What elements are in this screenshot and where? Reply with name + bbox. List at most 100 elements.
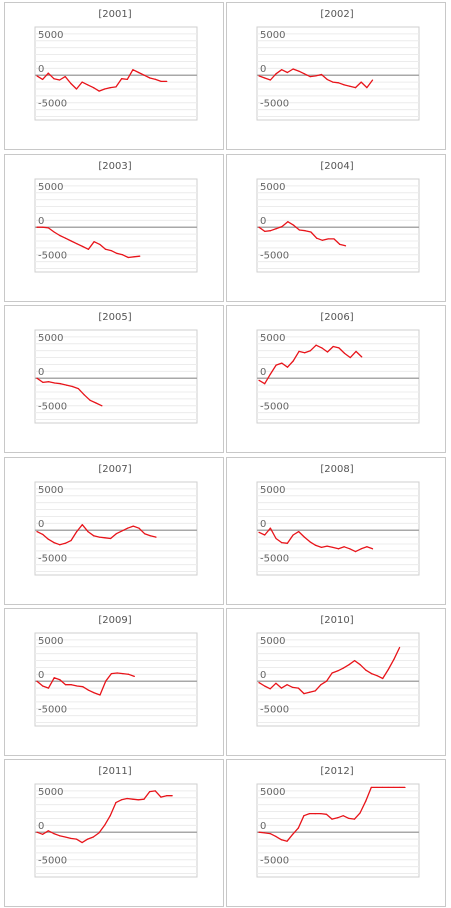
y-tick-label: 5000: [38, 30, 63, 41]
data-point: [310, 231, 312, 233]
data-point: [281, 362, 283, 364]
data-point: [87, 84, 89, 86]
data-point: [269, 373, 272, 375]
data-point: [321, 239, 324, 241]
data-point: [128, 673, 130, 675]
data-point: [264, 832, 266, 834]
data-point: [171, 795, 173, 797]
y-tick-label: 5000: [260, 333, 285, 344]
data-point: [132, 69, 134, 71]
data-point: [98, 90, 100, 92]
data-point: [75, 838, 78, 840]
data-point: [64, 836, 66, 838]
data-point: [110, 537, 112, 540]
chart-panel: [2003] 5000 0 -5000: [4, 154, 224, 302]
data-point: [70, 82, 72, 85]
data-point: [327, 238, 329, 240]
data-point: [280, 687, 283, 689]
y-tick-label: -5000: [260, 402, 289, 413]
chart-title: [2009]: [98, 615, 131, 626]
data-point: [297, 687, 299, 689]
data-point: [42, 381, 44, 383]
data-point: [70, 837, 72, 840]
data-point: [137, 799, 139, 801]
y-tick-label: 0: [38, 64, 44, 75]
data-point: [303, 815, 305, 817]
data-point: [258, 831, 260, 833]
data-point: [376, 786, 378, 789]
data-point: [398, 646, 401, 649]
data-point: [316, 237, 318, 239]
data-point: [101, 405, 103, 407]
chart-title: [2008]: [320, 464, 353, 475]
plot-area: [34, 329, 198, 424]
data-point: [92, 836, 94, 838]
plot-area: [256, 329, 420, 424]
y-tick-label: -5000: [38, 402, 67, 413]
data-point: [47, 687, 50, 689]
data-point: [280, 839, 283, 841]
data-point: [154, 790, 156, 792]
data-point: [110, 673, 113, 675]
y-tick-label: 5000: [38, 182, 63, 193]
y-tick-label: -5000: [38, 705, 67, 716]
data-point: [59, 234, 61, 237]
data-point: [275, 835, 277, 837]
data-point: [59, 679, 61, 681]
data-point: [371, 79, 374, 81]
series-line: [258, 647, 401, 695]
data-point: [122, 673, 124, 675]
data-point: [137, 71, 140, 74]
data-point: [339, 243, 341, 246]
data-point: [93, 535, 95, 537]
data-point: [53, 231, 55, 233]
data-point: [309, 350, 311, 352]
data-point: [275, 682, 277, 684]
data-point: [275, 537, 277, 540]
data-point: [287, 221, 289, 223]
data-point: [303, 73, 306, 75]
data-point: [166, 80, 168, 83]
data-point: [99, 694, 101, 696]
data-point: [275, 364, 277, 366]
chart-svg: [2011] 5000 0 -5000: [34, 766, 198, 878]
data-point: [81, 524, 83, 526]
chart-panel: [2001] 5000 0 -5000: [4, 2, 224, 150]
y-tick-label: 5000: [38, 787, 63, 798]
data-point: [355, 350, 357, 352]
data-point: [398, 786, 400, 789]
y-tick-label: 5000: [260, 787, 285, 798]
data-point: [286, 840, 288, 842]
y-tick-label: 0: [260, 216, 266, 227]
data-point: [333, 238, 335, 240]
data-point: [297, 827, 299, 829]
data-point: [75, 88, 78, 90]
data-point: [314, 813, 316, 815]
data-point: [258, 226, 260, 228]
data-point: [366, 546, 368, 548]
chart-panel: [2012] 5000 0 -5000: [226, 759, 446, 907]
data-point: [105, 680, 107, 682]
data-point: [315, 75, 317, 77]
data-point: [365, 800, 367, 802]
data-point: [99, 243, 101, 246]
y-tick-label: -5000: [38, 99, 67, 110]
series-line: [258, 221, 346, 247]
data-point: [64, 542, 66, 544]
data-point: [269, 79, 271, 81]
series-line: [36, 377, 103, 407]
data-point: [286, 366, 289, 368]
chart-panel: [2007] 5000 0 -5000: [4, 457, 224, 605]
y-tick-label: 0: [260, 821, 266, 832]
data-point: [354, 659, 356, 662]
data-point: [81, 81, 83, 83]
data-point: [42, 833, 44, 835]
data-point: [269, 527, 271, 529]
data-point: [354, 87, 357, 89]
y-tick-label: 0: [38, 519, 44, 530]
data-point: [109, 815, 111, 817]
data-point: [359, 664, 361, 666]
data-point: [64, 76, 66, 78]
data-point: [122, 254, 124, 256]
plot-area: [34, 481, 198, 576]
